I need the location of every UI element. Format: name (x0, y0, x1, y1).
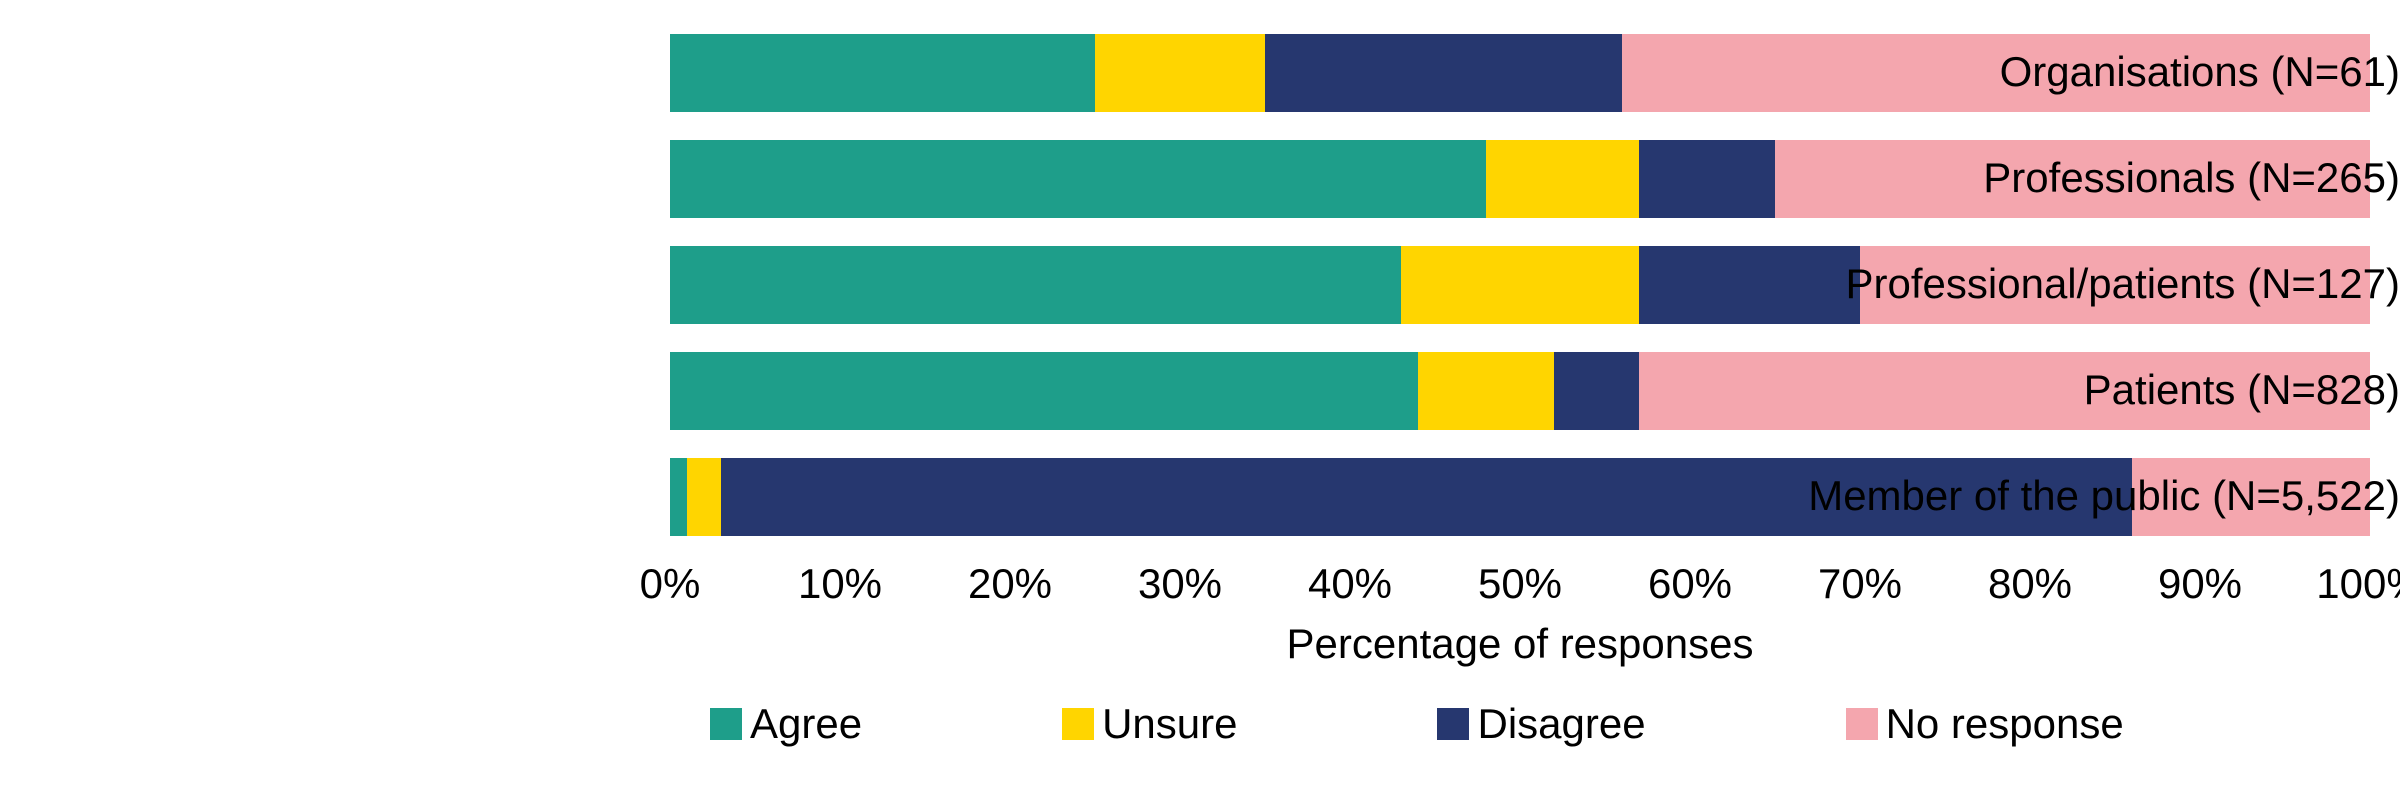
x-tick-label: 10% (798, 560, 882, 608)
category-label: Patients (N=828) (1750, 366, 2400, 414)
bar-segment-unsure (1401, 246, 1639, 324)
x-tick-label: 0% (640, 560, 701, 608)
legend-swatch-no_response (1846, 708, 1878, 740)
x-tick-label: 30% (1138, 560, 1222, 608)
bar-segment-unsure (1418, 352, 1554, 430)
category-label: Professionals (N=265) (1750, 154, 2400, 202)
bar-segment-unsure (687, 458, 721, 536)
legend-item-agree: Agree (710, 700, 862, 748)
x-tick-label: 60% (1648, 560, 1732, 608)
category-label: Member of the public (N=5,522) (1750, 472, 2400, 520)
bar-segment-disagree (1554, 352, 1639, 430)
bar-segment-agree (670, 458, 687, 536)
x-tick-label: 90% (2158, 560, 2242, 608)
x-axis-title: Percentage of responses (670, 620, 2370, 668)
x-tick-label: 70% (1818, 560, 1902, 608)
bar-segment-agree (670, 352, 1418, 430)
legend-item-disagree: Disagree (1437, 700, 1645, 748)
x-tick-label: 100% (2316, 560, 2400, 608)
bar-segment-disagree (1265, 34, 1622, 112)
bar-segment-unsure (1095, 34, 1265, 112)
legend-label: Unsure (1102, 700, 1237, 748)
legend-swatch-disagree (1437, 708, 1469, 740)
x-tick-label: 80% (1988, 560, 2072, 608)
legend-swatch-unsure (1062, 708, 1094, 740)
bar-segment-unsure (1486, 140, 1639, 218)
legend-item-no_response: No response (1846, 700, 2124, 748)
x-tick-label: 50% (1478, 560, 1562, 608)
bar-segment-agree (670, 140, 1486, 218)
legend-swatch-agree (710, 708, 742, 740)
x-tick-label: 20% (968, 560, 1052, 608)
category-label: Professional/patients (N=127) (1750, 260, 2400, 308)
bar-segment-agree (670, 246, 1401, 324)
legend-label: Disagree (1477, 700, 1645, 748)
legend: Agree Unsure Disagree No response (710, 700, 2124, 748)
legend-label: Agree (750, 700, 862, 748)
category-label: Organisations (N=61) (1750, 48, 2400, 96)
bar-segment-agree (670, 34, 1095, 112)
legend-item-unsure: Unsure (1062, 700, 1237, 748)
response-breakdown-chart: Organisations (N=61) Professionals (N=265… (0, 0, 2400, 800)
x-tick-label: 40% (1308, 560, 1392, 608)
legend-label: No response (1886, 700, 2124, 748)
